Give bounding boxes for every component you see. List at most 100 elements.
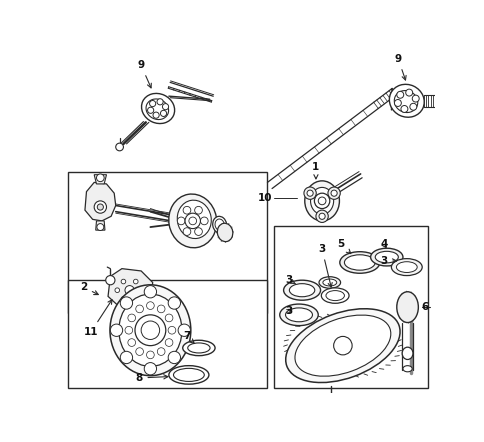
Ellipse shape	[182, 340, 214, 356]
Ellipse shape	[391, 259, 422, 275]
Circle shape	[110, 324, 122, 336]
Ellipse shape	[217, 223, 232, 242]
Ellipse shape	[318, 277, 340, 288]
Circle shape	[409, 103, 416, 110]
Ellipse shape	[141, 93, 174, 124]
Ellipse shape	[395, 262, 416, 272]
Polygon shape	[94, 175, 106, 184]
Circle shape	[306, 190, 313, 196]
Text: 3: 3	[285, 275, 295, 285]
Text: 1: 1	[312, 162, 319, 179]
Ellipse shape	[344, 255, 375, 270]
Circle shape	[160, 110, 166, 116]
Text: 4: 4	[379, 239, 387, 249]
Text: 7: 7	[182, 332, 194, 343]
Ellipse shape	[375, 251, 397, 263]
Circle shape	[393, 99, 400, 107]
Text: 5: 5	[336, 239, 350, 254]
Circle shape	[136, 305, 143, 313]
Ellipse shape	[187, 343, 210, 353]
Circle shape	[146, 302, 154, 309]
Circle shape	[178, 324, 190, 336]
Circle shape	[149, 100, 155, 107]
Circle shape	[135, 315, 166, 346]
Circle shape	[194, 228, 202, 236]
Ellipse shape	[283, 280, 320, 300]
Circle shape	[168, 351, 180, 364]
Ellipse shape	[396, 292, 418, 323]
Ellipse shape	[214, 219, 224, 230]
Circle shape	[168, 297, 180, 309]
Ellipse shape	[110, 285, 190, 376]
Ellipse shape	[168, 194, 216, 248]
Ellipse shape	[322, 279, 336, 286]
Circle shape	[139, 288, 144, 293]
Circle shape	[405, 89, 412, 96]
Text: 11: 11	[84, 300, 112, 337]
Circle shape	[121, 279, 125, 284]
Circle shape	[97, 224, 104, 231]
Circle shape	[411, 95, 418, 102]
Circle shape	[314, 193, 329, 209]
Circle shape	[165, 339, 173, 347]
Circle shape	[157, 99, 163, 105]
Ellipse shape	[289, 284, 314, 297]
Circle shape	[168, 326, 175, 334]
Ellipse shape	[393, 91, 417, 113]
Circle shape	[162, 103, 168, 110]
Circle shape	[194, 206, 202, 214]
Circle shape	[128, 314, 136, 322]
Circle shape	[125, 326, 133, 334]
Circle shape	[303, 187, 316, 199]
Circle shape	[331, 190, 336, 196]
Circle shape	[141, 321, 159, 339]
Circle shape	[327, 187, 340, 199]
Circle shape	[177, 217, 185, 225]
Circle shape	[116, 143, 123, 151]
Polygon shape	[85, 183, 116, 221]
Circle shape	[200, 217, 208, 225]
Circle shape	[318, 213, 324, 219]
Circle shape	[97, 204, 103, 210]
Circle shape	[183, 228, 190, 236]
Circle shape	[106, 275, 115, 285]
Ellipse shape	[212, 216, 226, 233]
Text: 3: 3	[379, 256, 396, 266]
Ellipse shape	[146, 99, 168, 119]
Ellipse shape	[279, 304, 318, 326]
Text: 2: 2	[79, 282, 98, 294]
Text: 9: 9	[137, 61, 151, 88]
Circle shape	[152, 112, 159, 118]
Ellipse shape	[304, 181, 339, 221]
Ellipse shape	[285, 309, 399, 382]
Circle shape	[133, 279, 138, 284]
Polygon shape	[95, 221, 105, 230]
Ellipse shape	[339, 251, 379, 273]
Ellipse shape	[321, 288, 348, 303]
Circle shape	[318, 197, 325, 205]
Ellipse shape	[285, 308, 312, 322]
Circle shape	[157, 305, 165, 313]
Circle shape	[185, 213, 200, 229]
Circle shape	[315, 210, 328, 222]
Ellipse shape	[168, 366, 209, 384]
Ellipse shape	[402, 366, 411, 372]
Circle shape	[121, 297, 125, 301]
Ellipse shape	[389, 84, 424, 117]
Circle shape	[157, 348, 165, 355]
Polygon shape	[108, 269, 152, 307]
Bar	[273, 226, 427, 388]
Ellipse shape	[310, 187, 333, 214]
Ellipse shape	[294, 315, 390, 376]
Ellipse shape	[119, 294, 182, 366]
Circle shape	[333, 336, 351, 355]
Circle shape	[183, 206, 190, 214]
Circle shape	[120, 297, 132, 309]
Circle shape	[128, 339, 136, 347]
Circle shape	[400, 106, 407, 112]
Circle shape	[96, 174, 104, 182]
Text: 10: 10	[257, 193, 272, 203]
Circle shape	[396, 91, 403, 98]
Ellipse shape	[177, 200, 211, 239]
Bar	[68, 280, 266, 388]
